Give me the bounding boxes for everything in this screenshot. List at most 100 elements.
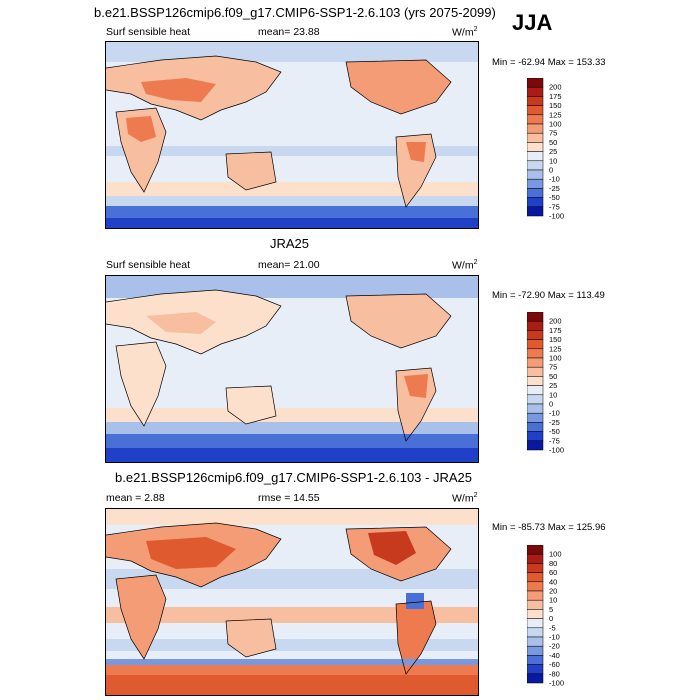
colorbar-cell	[527, 169, 544, 180]
colorbar-tick-label: 0	[549, 400, 553, 409]
colorbar-cell	[527, 366, 544, 377]
colorbar-tick-label: 5	[549, 605, 553, 614]
colorbar-tick-label: -50	[549, 427, 560, 436]
colorbar-tick-label: 60	[549, 568, 557, 577]
colorbar-tick-label: 20	[549, 587, 557, 596]
panel-1-colorbar: 200 175 150 125 100 75 50 25 10 0 -10 -25 -50 -75 -100	[527, 78, 587, 222]
colorbar-cell	[527, 105, 544, 116]
colorbar-tick-label: 10	[549, 596, 557, 605]
colorbar-cell	[527, 178, 544, 189]
colorbar-cell	[527, 330, 544, 340]
colorbar-cell	[527, 581, 544, 592]
colorbar-cell	[527, 655, 544, 665]
panel-2-map-svg	[106, 276, 478, 462]
colorbar-cell	[527, 412, 544, 423]
colorbar-tick-label: -25	[549, 184, 560, 193]
colorbar-tick-label: 125	[549, 110, 562, 119]
panel-2-units-label: W/m2	[452, 259, 478, 272]
colorbar-tick-label: -25	[549, 418, 560, 427]
colorbar-tick-label: 100	[549, 120, 562, 129]
colorbar-cell	[527, 385, 544, 396]
colorbar-tick-label: 200	[549, 83, 562, 92]
colorbar-tick-label: -40	[549, 651, 560, 660]
colorbar-cell	[527, 572, 544, 583]
colorbar-tick-label: -10	[549, 175, 560, 184]
colorbar-cell	[527, 627, 544, 638]
panel-3-mean-label: mean = 2.88	[106, 492, 165, 504]
colorbar-cell	[527, 645, 544, 656]
colorbar-tick-label: -20	[549, 642, 560, 651]
colorbar-cell	[527, 96, 544, 106]
colorbar-cell	[527, 636, 544, 647]
colorbar-tick-label: -60	[549, 660, 560, 669]
panel-1-map-svg	[106, 42, 478, 228]
colorbar-tick-label: 25	[549, 381, 557, 390]
colorbar-cell	[527, 86, 544, 97]
colorbar-cell	[527, 590, 544, 601]
colorbar-tick-label: -75	[549, 436, 560, 445]
colorbar-cell	[527, 422, 544, 432]
colorbar-tick-label: -10	[549, 633, 560, 642]
colorbar-tick-label: 125	[549, 344, 562, 353]
panel-2-variable-label: Surf sensible heat	[106, 259, 191, 271]
colorbar-cell	[527, 563, 544, 573]
panel-3-rmse-label: rmse = 14.55	[258, 492, 320, 504]
colorbar-cell	[527, 114, 544, 125]
colorbar-cell	[527, 394, 544, 405]
colorbar-cell	[527, 132, 544, 143]
colorbar-cell	[527, 188, 544, 198]
colorbar-cell	[527, 142, 544, 152]
colorbar-cell	[527, 123, 544, 134]
colorbar-tick-label: 40	[549, 577, 557, 586]
colorbar-cell	[527, 403, 544, 414]
colorbar-tick-label: 100	[549, 354, 562, 363]
panel-1-title: b.e21.BSSP126cmip6.f09_g17.CMIP6-SSP1-2.…	[94, 5, 496, 20]
colorbar-tick-label: 175	[549, 326, 562, 335]
colorbar-cell	[527, 357, 544, 368]
panel-2-minmax: Min = -72.90 Max = 113.49	[492, 290, 605, 301]
colorbar-tick-label: 25	[549, 147, 557, 156]
panel-2-map	[105, 275, 479, 463]
colorbar-cell	[527, 599, 544, 610]
colorbar-cell	[527, 197, 544, 208]
colorbar-tick-label: 0	[549, 614, 553, 623]
colorbar-cell	[527, 312, 544, 322]
panel-3-map	[105, 508, 479, 696]
colorbar-tick-label: -50	[549, 193, 560, 202]
colorbar-tick-label: 50	[549, 138, 557, 147]
colorbar-cell	[527, 431, 544, 442]
panel-1-map	[105, 41, 479, 229]
colorbar-tick-label: 200	[549, 317, 562, 326]
colorbar-tick-label: 80	[549, 559, 557, 568]
panel-1-variable-label: Surf sensible heat	[106, 26, 191, 38]
colorbar-tick-label: 75	[549, 363, 557, 372]
colorbar-tick-label: 10	[549, 390, 557, 399]
panel-3-units-label: W/m2	[452, 492, 478, 505]
panel-1-mean-label: mean= 23.88	[258, 26, 320, 38]
colorbar-tick-label: 10	[549, 156, 557, 165]
colorbar-cell	[527, 376, 544, 386]
colorbar-tick-label: -10	[549, 409, 560, 418]
panel-3-title: b.e21.BSSP126cmip6.f09_g17.CMIP6-SSP1-2.…	[115, 470, 472, 485]
colorbar-tick-label: 100	[549, 550, 562, 559]
colorbar-cell	[527, 545, 544, 555]
colorbar-tick-label: 150	[549, 101, 562, 110]
colorbar-tick-label: 175	[549, 92, 562, 101]
colorbar-tick-label: 75	[549, 129, 557, 138]
colorbar-tick-label: 50	[549, 372, 557, 381]
colorbar-tick-label: -100	[549, 212, 564, 221]
colorbar-cell	[527, 609, 544, 619]
panel-1-units-label: W/m2	[452, 26, 478, 39]
season-label: JJA	[512, 10, 553, 35]
colorbar-tick-label: -80	[549, 669, 560, 678]
colorbar-tick-label: -5	[549, 623, 556, 632]
colorbar-cell	[527, 160, 544, 171]
panel-2-mean-label: mean= 21.00	[258, 259, 320, 271]
panel-2-title: JRA25	[270, 236, 310, 251]
panel-3-colorbar: 100 80 60 40 20 10 5 0 -5 -10 -20 -40 -60 -80 -100	[527, 545, 587, 689]
colorbar-cell	[527, 151, 544, 162]
colorbar-cell	[527, 664, 544, 675]
